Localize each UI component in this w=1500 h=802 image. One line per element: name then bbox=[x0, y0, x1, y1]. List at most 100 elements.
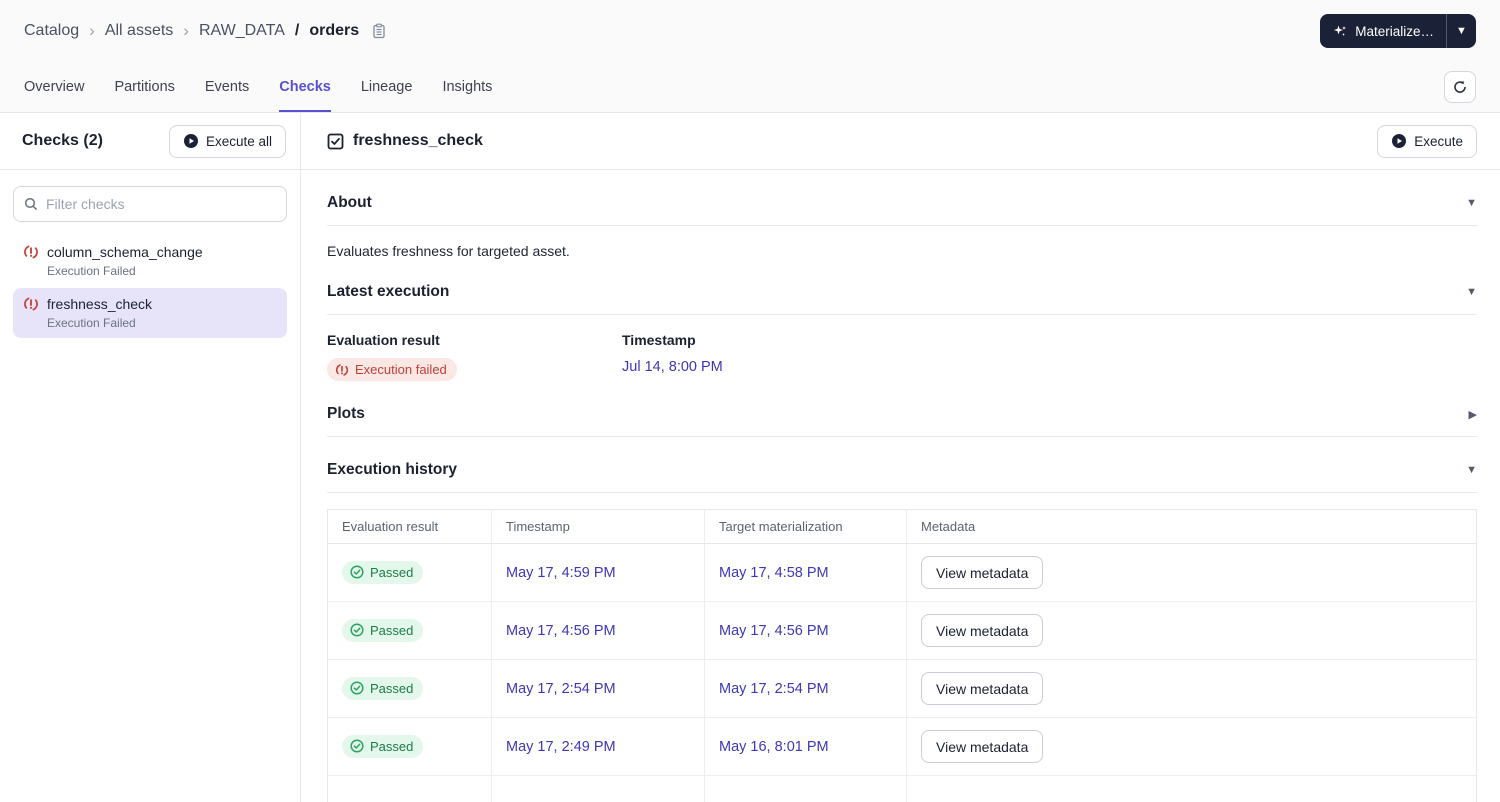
tab-lineage[interactable]: Lineage bbox=[360, 79, 413, 95]
table-header-row: Evaluation result Timestamp Target mater… bbox=[327, 509, 1477, 544]
latest-execution-heading: Latest execution bbox=[327, 283, 450, 300]
tabs: Overview Partitions Events Checks Lineag… bbox=[24, 62, 492, 112]
column-header-timestamp: Timestamp bbox=[491, 509, 705, 544]
table-row: Passed May 17, 4:56 PM May 17, 4:56 PM V… bbox=[327, 601, 1477, 660]
tab-bar: Overview Partitions Events Checks Lineag… bbox=[0, 62, 1500, 113]
check-circle-icon bbox=[350, 565, 364, 579]
filter-checks-input[interactable] bbox=[46, 196, 276, 212]
latest-execution-toggle[interactable]: Latest execution ▼ bbox=[327, 283, 1477, 315]
column-header-target-materialization: Target materialization bbox=[704, 509, 907, 544]
caret-down-icon: ▼ bbox=[1466, 286, 1477, 298]
execution-history-table: Evaluation result Timestamp Target mater… bbox=[327, 509, 1477, 802]
tab-events[interactable]: Events bbox=[204, 79, 250, 95]
target-materialization-link[interactable]: May 16, 8:01 PM bbox=[719, 738, 829, 755]
content-area: Checks (2) Execute all bbox=[0, 113, 1500, 802]
sidebar-body: column_schema_change Execution Failed fr… bbox=[0, 170, 300, 354]
execution-failed-icon bbox=[23, 244, 39, 260]
evaluation-result-label: Evaluation result bbox=[327, 332, 440, 348]
view-metadata-button[interactable]: View metadata bbox=[921, 614, 1044, 647]
check-circle-icon bbox=[350, 681, 364, 695]
passed-badge: Passed bbox=[342, 676, 424, 700]
execution-timestamp-link[interactable]: May 17, 4:56 PM bbox=[506, 622, 616, 639]
check-status: Execution Failed bbox=[47, 264, 136, 278]
table-row: Passed May 17, 4:59 PM May 17, 4:58 PM V… bbox=[327, 543, 1477, 602]
execution-timestamp-link[interactable]: May 17, 2:54 PM bbox=[506, 680, 616, 697]
latest-execution-timestamp-link[interactable]: Jul 14, 8:00 PM bbox=[622, 359, 723, 375]
play-circle-icon bbox=[1391, 133, 1407, 149]
about-section-toggle[interactable]: About ▼ bbox=[327, 194, 1477, 226]
execution-history-section: Execution history ▼ Evaluation result Ti… bbox=[327, 461, 1477, 802]
tab-partitions[interactable]: Partitions bbox=[114, 79, 175, 95]
copy-asset-name-button[interactable] bbox=[371, 23, 387, 39]
table-row: Passed May 17, 2:49 PM May 16, 8:01 PM V… bbox=[327, 717, 1477, 776]
tab-overview[interactable]: Overview bbox=[24, 79, 85, 95]
table-row: Passed May 17, 2:54 PM May 17, 2:54 PM V… bbox=[327, 659, 1477, 718]
plots-section: Plots ▶ bbox=[327, 405, 1477, 437]
filter-checks-box bbox=[13, 186, 287, 222]
sparkles-icon bbox=[1332, 23, 1348, 39]
execution-timestamp-link[interactable]: May 17, 4:59 PM bbox=[506, 564, 616, 581]
check-detail-panel: freshness_check Execute About ▼ Evaluate… bbox=[301, 113, 1500, 802]
caret-down-icon: ▼ bbox=[1466, 464, 1477, 476]
passed-badge: Passed bbox=[342, 618, 424, 642]
check-square-icon bbox=[327, 133, 344, 150]
caret-down-icon: ▼ bbox=[1456, 25, 1467, 37]
execution-failed-icon bbox=[23, 296, 39, 312]
materialize-dropdown-button[interactable]: ▼ bbox=[1446, 14, 1476, 48]
top-bar: Catalog › All assets › RAW_DATA / orders… bbox=[0, 0, 1500, 62]
column-header-evaluation-result: Evaluation result bbox=[327, 509, 492, 544]
breadcrumb-catalog[interactable]: Catalog bbox=[24, 22, 80, 39]
plots-heading: Plots bbox=[327, 405, 365, 422]
materialize-button[interactable]: Materialize… bbox=[1320, 14, 1446, 48]
view-metadata-button[interactable]: View metadata bbox=[921, 672, 1044, 705]
column-header-metadata: Metadata bbox=[906, 509, 1477, 544]
breadcrumb-path-slash: / bbox=[294, 22, 300, 39]
sidebar-header: Checks (2) Execute all bbox=[0, 113, 300, 170]
target-materialization-link[interactable]: May 17, 4:58 PM bbox=[719, 564, 829, 581]
passed-badge: Passed bbox=[342, 560, 424, 584]
execution-failed-badge: Execution failed bbox=[327, 358, 457, 381]
plots-toggle[interactable]: Plots ▶ bbox=[327, 405, 1477, 437]
play-circle-icon bbox=[183, 133, 199, 149]
target-materialization-link[interactable]: May 17, 4:56 PM bbox=[719, 622, 829, 639]
tab-insights[interactable]: Insights bbox=[442, 79, 493, 95]
target-materialization-link[interactable]: May 17, 2:54 PM bbox=[719, 680, 829, 697]
execution-history-toggle[interactable]: Execution history ▼ bbox=[327, 461, 1477, 493]
execution-failed-icon bbox=[335, 363, 349, 377]
execution-timestamp-link[interactable]: May 17, 2:49 PM bbox=[506, 738, 616, 755]
caret-down-icon: ▼ bbox=[1466, 197, 1477, 209]
breadcrumb-all-assets[interactable]: All assets bbox=[104, 22, 174, 39]
view-metadata-button[interactable]: View metadata bbox=[921, 556, 1044, 589]
execute-button[interactable]: Execute bbox=[1377, 124, 1477, 158]
about-section: About ▼ Evaluates freshness for targeted… bbox=[327, 194, 1477, 259]
view-metadata-button[interactable]: View metadata bbox=[921, 730, 1044, 763]
execution-history-heading: Execution history bbox=[327, 461, 458, 478]
materialize-button-label: Materialize… bbox=[1355, 23, 1434, 39]
check-status: Execution Failed bbox=[47, 316, 136, 330]
breadcrumb-asset-name: orders bbox=[309, 22, 360, 39]
tab-checks[interactable]: Checks bbox=[279, 62, 331, 112]
search-icon bbox=[24, 197, 38, 211]
about-description: Evaluates freshness for targeted asset. bbox=[327, 243, 570, 259]
breadcrumb-asset-group[interactable]: RAW_DATA bbox=[198, 22, 285, 39]
check-detail-header: freshness_check Execute bbox=[301, 113, 1500, 170]
check-circle-icon bbox=[350, 739, 364, 753]
table-row-partial bbox=[327, 775, 1477, 802]
passed-badge: Passed bbox=[342, 734, 424, 758]
check-list: column_schema_change Execution Failed fr… bbox=[13, 236, 287, 338]
check-detail-body: About ▼ Evaluates freshness for targeted… bbox=[301, 170, 1500, 802]
execute-all-button[interactable]: Execute all bbox=[168, 124, 286, 158]
checks-sidebar: Checks (2) Execute all bbox=[0, 113, 301, 802]
latest-execution-section: Latest execution ▼ Evaluation result Exe… bbox=[327, 283, 1477, 381]
clipboard-icon bbox=[371, 23, 387, 39]
timestamp-label: Timestamp bbox=[622, 332, 696, 348]
breadcrumb: Catalog › All assets › RAW_DATA / orders bbox=[24, 21, 387, 41]
check-name: column_schema_change bbox=[47, 244, 203, 260]
chevron-right-icon: › bbox=[89, 21, 95, 40]
refresh-button[interactable] bbox=[1444, 71, 1476, 103]
caret-right-icon: ▶ bbox=[1468, 408, 1477, 421]
checks-count-title: Checks (2) bbox=[22, 132, 103, 149]
check-detail-title: freshness_check bbox=[353, 132, 483, 149]
check-list-item-freshness-check[interactable]: freshness_check Execution Failed bbox=[13, 288, 287, 338]
check-list-item-column-schema-change[interactable]: column_schema_change Execution Failed bbox=[13, 236, 287, 286]
